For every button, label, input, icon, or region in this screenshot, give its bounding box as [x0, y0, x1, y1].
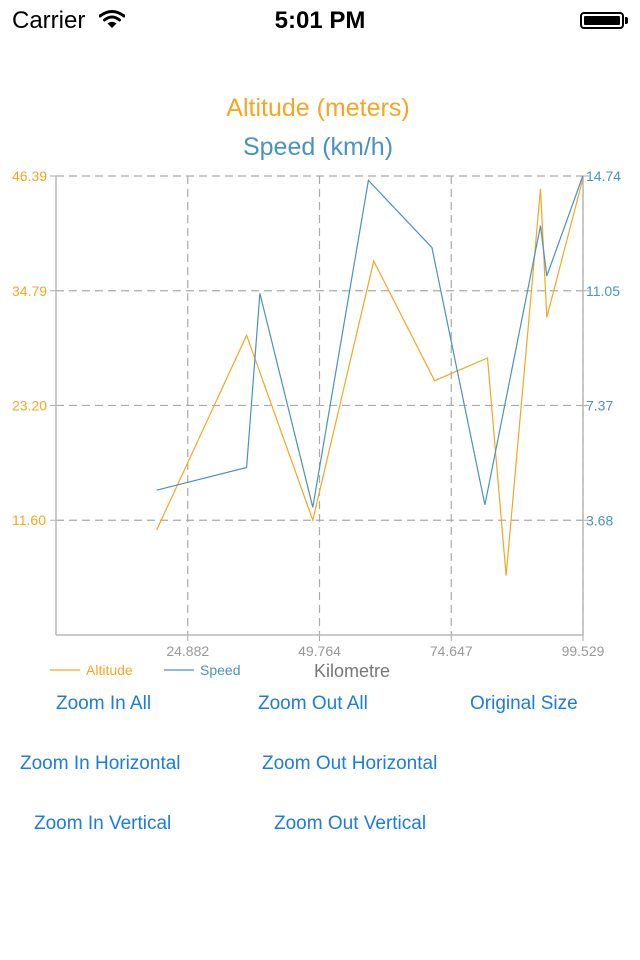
y-tick-label-right: 3.68 [586, 512, 613, 528]
legend-label-speed: Speed [200, 662, 240, 678]
x-tick-label: 24.882 [166, 643, 209, 659]
legend: Altitude Speed [50, 662, 240, 678]
y-tick-label-right: 14.74 [586, 168, 621, 184]
y-tick-label-right: 7.37 [586, 398, 613, 414]
x-tick-label: 49.764 [298, 643, 341, 659]
status-bar: Carrier 5:01 PM [0, 0, 640, 40]
grid [50, 175, 589, 641]
line-chart: Altitude (meters) Speed (km/h) 11.60 23.2… [12, 94, 621, 681]
x-tick-label: 99.529 [562, 643, 605, 659]
series [156, 175, 584, 576]
x-tick-label: 74.647 [430, 643, 473, 659]
battery-icon [580, 12, 624, 29]
series-line-altitude [156, 178, 584, 576]
legend-label-altitude: Altitude [86, 662, 133, 678]
carrier-label: Carrier [12, 7, 86, 34]
axes [55, 176, 584, 636]
y-tick-label-left: 23.20 [12, 397, 47, 413]
series-line-speed [156, 175, 584, 508]
original-size-button[interactable]: Original Size [470, 693, 578, 714]
zoom-out-vertical-button[interactable]: Zoom Out Vertical [274, 813, 427, 834]
y-tick-label-left: 11.60 [12, 512, 46, 528]
y-tick-label-left: 34.79 [12, 283, 47, 299]
zoom-in-all-button[interactable]: Zoom In All [56, 693, 152, 714]
tick-labels: 11.60 23.20 34.79 46.39 3.68 7.37 11.05 14.74 24… [12, 168, 621, 659]
y-tick-label-left: 46.39 [12, 168, 47, 184]
status-time: 5:01 PM [274, 7, 366, 34]
chart-title: Altitude (meters) [226, 94, 409, 122]
battery-tip [625, 17, 628, 24]
zoom-out-all-button[interactable]: Zoom Out All [258, 693, 368, 714]
x-axis-label: Kilometre [314, 661, 390, 681]
y-tick-label-right: 11.05 [586, 283, 620, 299]
zoom-out-horizontal-button[interactable]: Zoom Out Horizontal [262, 753, 438, 774]
wifi-icon [99, 10, 125, 28]
chart-subtitle: Speed (km/h) [243, 133, 393, 161]
zoom-in-vertical-button[interactable]: Zoom In Vertical [34, 813, 172, 834]
zoom-in-horizontal-button[interactable]: Zoom In Horizontal [20, 753, 181, 774]
